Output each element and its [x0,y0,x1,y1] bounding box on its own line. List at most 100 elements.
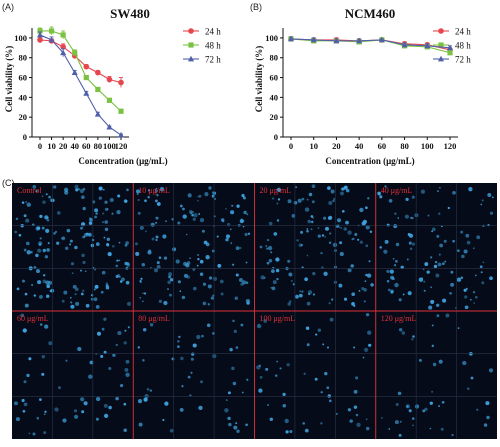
cell-nucleus [233,329,237,334]
cell-nucleus [74,414,79,419]
cell-nucleus [330,189,335,194]
cell-nucleus [82,187,86,191]
series-1 [37,26,124,114]
cell-nucleus [276,277,279,281]
cell-nucleus [154,189,158,193]
cell-nucleus [464,295,468,299]
cell-nucleus [140,277,143,280]
x-tick-label: 60 [82,141,91,151]
cell-nucleus [351,292,356,297]
y-tick-label: 0 [23,132,27,142]
cell-nucleus [115,396,119,401]
data-point [95,69,101,76]
cell-nucleus [286,363,290,367]
cell-nucleus [231,366,235,371]
cell-nucleus [112,353,116,357]
cell-nucleus [123,199,128,203]
cell-nucleus [457,249,460,253]
cell-nucleus [123,402,127,406]
cell-nucleus [138,422,143,427]
cell-nucleus [345,188,350,193]
x-tick-label: 80 [400,141,409,151]
cell-nucleus [94,208,99,213]
cell-nucleus [18,233,22,237]
cell-nucleus [141,263,146,267]
cell-nucleus [430,299,435,304]
cell-nucleus [327,186,331,190]
cell-nucleus [44,255,49,259]
cell-nucleus [287,259,291,263]
cell-nucleus [324,236,327,238]
cell-nucleus [95,212,98,215]
cell-nucleus [347,268,352,273]
x-tick-label: 0 [38,141,42,151]
cell-nucleus [239,219,244,224]
cell-nucleus [420,189,425,194]
cell-nucleus [54,407,59,412]
cell-nucleus [246,213,249,216]
cell-nucleus [289,429,293,434]
cell-nucleus [61,299,65,303]
cell-nucleus [125,372,130,377]
cell-nucleus [22,409,26,413]
cell-nucleus [187,193,192,198]
cell-nucleus [198,405,203,411]
cell-nucleus [411,195,415,199]
cell-nucleus [414,404,420,409]
y-axis-label: Cell viability (%) [4,46,14,113]
cell-nucleus [282,392,286,397]
y-tick-label: 80 [19,53,28,63]
cell-nucleus [77,346,82,352]
cell-nucleus [234,296,239,300]
legend-label: 48 h [455,41,471,51]
cell-nucleus [347,230,352,235]
micrograph-quadrant [256,313,372,434]
cell-nucleus [183,273,188,278]
cell-nucleus [38,243,42,246]
cell-nucleus [118,241,121,244]
cell-nucleus [386,279,390,283]
micrograph-quadrant [259,184,374,307]
cell-nucleus [336,218,342,223]
cell-nucleus [394,282,399,288]
cell-nucleus [302,422,305,425]
cell-nucleus [461,254,465,259]
cell-nucleus [20,313,25,318]
cell-nucleus [314,377,318,381]
cell-nucleus [85,232,89,236]
cell-nucleus [295,294,299,299]
cell-nucleus [438,359,443,364]
cell-nucleus [386,223,390,227]
cell-nucleus [197,258,200,261]
cell-nucleus [481,199,484,202]
cell-nucleus [457,327,460,329]
cell-nucleus [404,214,409,219]
cell-nucleus [427,214,430,217]
cell-nucleus [463,288,467,292]
cell-nucleus [139,225,144,230]
cell-nucleus [412,335,415,338]
cell-nucleus [299,290,301,293]
cell-nucleus [192,286,197,291]
cell-nucleus [235,346,239,349]
cell-nucleus [124,367,129,372]
cell-nucleus [410,216,413,219]
cell-nucleus [154,199,158,203]
cell-nucleus [81,410,85,414]
cell-nucleus [361,286,365,291]
data-point [83,90,90,96]
data-point [94,111,101,117]
cell-nucleus [393,224,398,229]
cell-nucleus [221,220,225,223]
cell-nucleus [82,206,86,211]
cell-nucleus [210,296,215,300]
cell-nucleus [265,367,269,371]
cell-nucleus [127,326,130,329]
cell-nucleus [15,217,19,221]
cell-nucleus [177,280,181,284]
cell-nucleus [103,317,107,321]
cell-nucleus [66,228,71,233]
cell-nucleus [437,190,439,192]
data-point [118,79,124,86]
cell-nucleus [23,380,27,384]
